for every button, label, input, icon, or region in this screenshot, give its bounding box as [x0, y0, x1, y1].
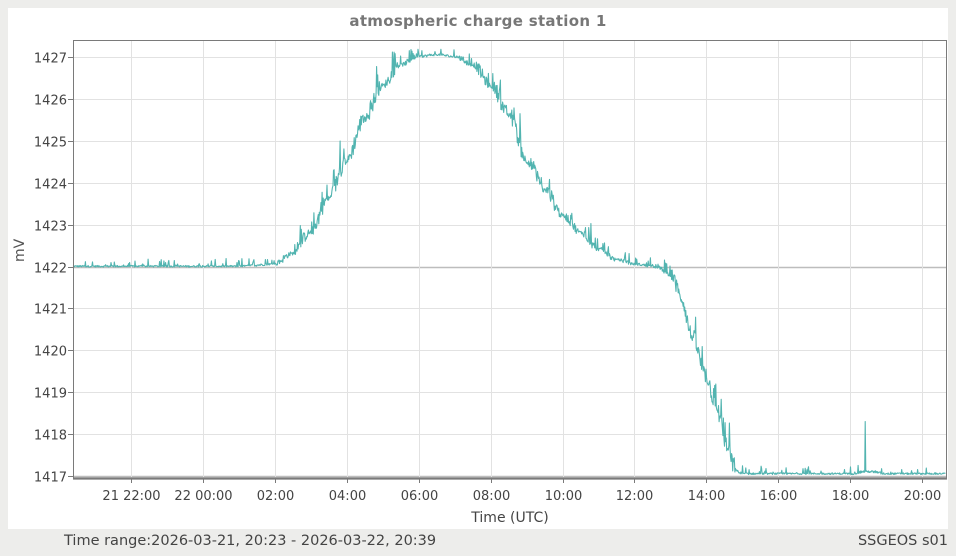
x-tick-label: 22 00:00: [174, 489, 232, 504]
x-tick-label: 12:00: [616, 489, 653, 504]
x-tick-label: 16:00: [760, 489, 797, 504]
x-tick-label: 10:00: [545, 489, 582, 504]
x-axis-label: Time (UTC): [471, 510, 549, 526]
time-range-label: Time range:2026-03-21, 20:23 - 2026-03-2…: [64, 533, 437, 549]
y-tick-label: 1427: [34, 52, 67, 67]
y-tick-label: 1424: [34, 178, 67, 193]
chart-title: atmospheric charge station 1: [349, 12, 607, 30]
y-tick-label: 1419: [34, 387, 67, 402]
station-id-label: SSGEOS s01: [857, 533, 948, 549]
y-axis-ticks: 1417 1418 1419 1420 1421 1422 1423 1424 1425 1426…: [34, 52, 73, 486]
x-tick-label: 06:00: [401, 489, 438, 504]
y-tick-label: 1418: [34, 429, 67, 444]
grid-lines: [73, 40, 946, 478]
y-tick-label: 1425: [34, 136, 67, 151]
y-tick-label: 1426: [34, 94, 67, 109]
x-tick-label: 02:00: [257, 489, 294, 504]
x-tick-label: 08:00: [473, 489, 510, 504]
x-tick-label: 21 22:00: [102, 489, 160, 504]
x-tick-label: 20:00: [904, 489, 941, 504]
y-tick-label: 1421: [34, 303, 67, 318]
y-tick-label: 1417: [34, 471, 67, 486]
data-series: [72, 48, 946, 476]
x-tick-label: 18:00: [832, 489, 869, 504]
x-tick-label: 04:00: [329, 489, 366, 504]
y-tick-label: 1422: [34, 262, 67, 277]
x-axis-ticks: 21 22:00 22 00:00 02:00 04:00 06:00 08:00 10:0…: [102, 478, 941, 504]
y-axis-label: mV: [12, 238, 28, 262]
chart-panel: [8, 8, 948, 529]
y-tick-label: 1420: [34, 345, 67, 360]
x-tick-label: 14:00: [688, 489, 725, 504]
axes: [73, 40, 947, 480]
y-tick-label: 1423: [34, 220, 67, 235]
